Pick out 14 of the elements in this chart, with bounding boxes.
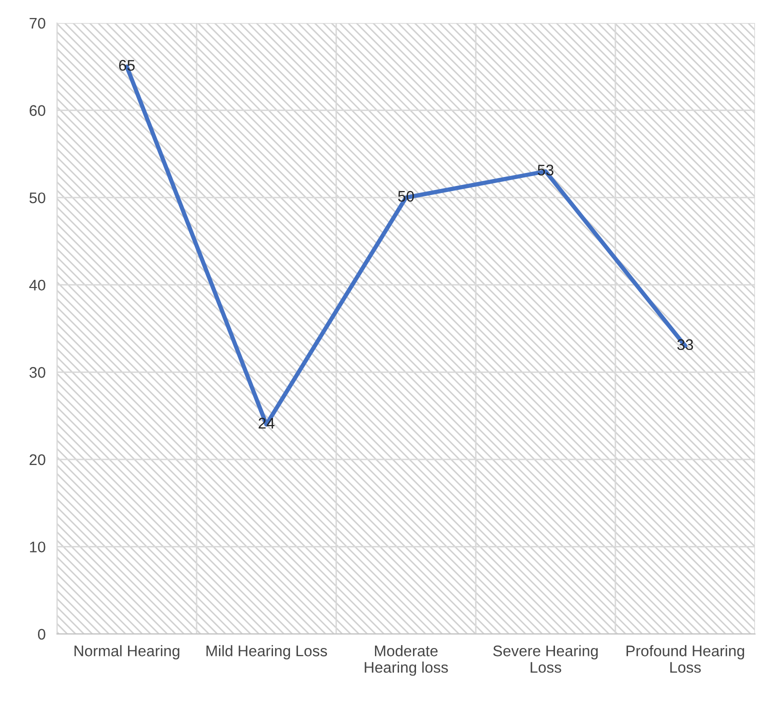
x-tick-label: Mild Hearing Loss	[206, 645, 327, 660]
y-tick-label: 60	[30, 105, 46, 116]
x-tick-label: Severe Hearing Loss	[493, 645, 598, 673]
y-tick-label: 10	[30, 542, 46, 552]
data-label: 65	[119, 60, 135, 71]
y-tick-label: 20	[30, 454, 46, 466]
x-tick-label: Normal Hearing	[74, 645, 180, 660]
y-tick-label: 40	[29, 280, 46, 291]
y-tick-label: 0	[38, 628, 46, 640]
x-tick-label: Moderate Hearing loss	[364, 645, 448, 676]
y-tick-label: 70	[30, 18, 46, 29]
x-tick-label: Profound Hearing Loss	[626, 645, 744, 673]
y-tick-label: 30	[29, 367, 46, 378]
y-tick-label: 50	[30, 192, 46, 204]
